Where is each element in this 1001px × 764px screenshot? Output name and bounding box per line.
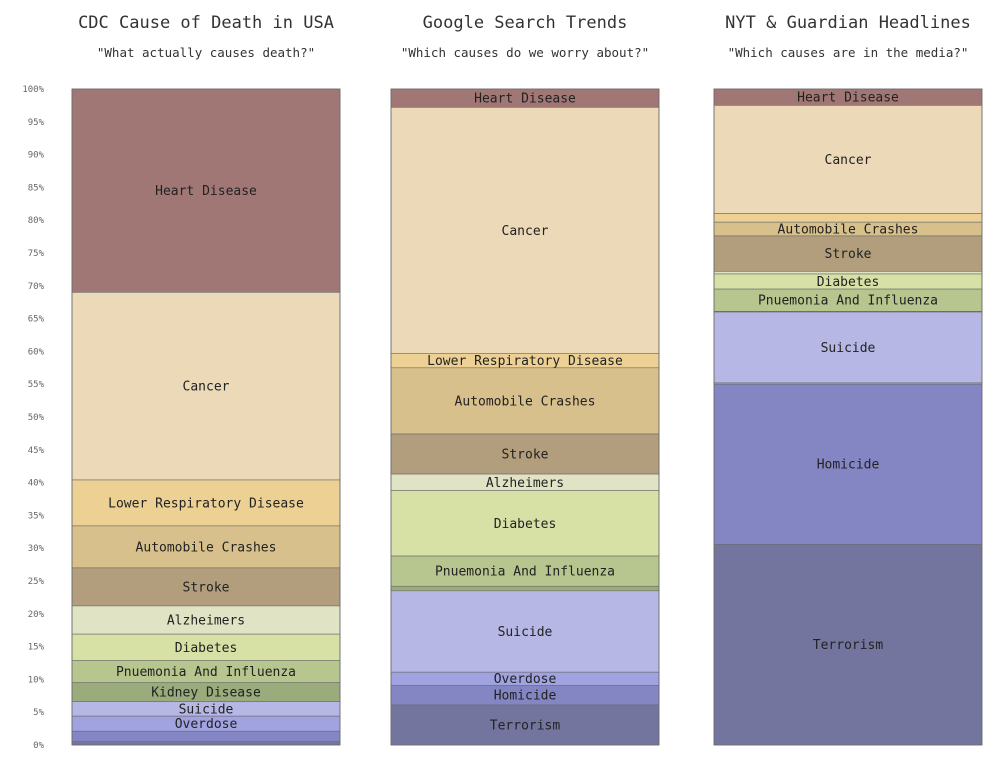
bar-segment-cancer [390,107,660,354]
y-tick-label: 65% [28,315,45,325]
segment-label: Suicide [179,702,234,717]
segment-label: Heart Disease [474,92,576,107]
segment-label: Homicide [817,458,880,473]
panel-title: Google Search Trends [423,13,628,33]
segment-label: Heart Disease [797,91,899,106]
y-tick-label: 20% [28,610,45,620]
bar-segment-lower-respiratory-disease [71,479,341,527]
segment-label: Stroke [183,580,230,595]
y-tick-label: 25% [28,577,45,587]
bar-segment-diabetes [390,490,660,557]
bar-segment-alzheimers [71,605,341,635]
bar-segment-suicide [390,590,660,673]
segment-label: Pnuemonia And Influenza [758,294,938,309]
y-tick-label: 95% [28,118,45,128]
segment-label: Overdose [494,672,557,687]
segment-label: Overdose [175,717,238,732]
y-tick-label: 5% [33,708,44,718]
bar-segment-cancer [71,292,341,481]
segment-label: Automobile Crashes [136,540,277,555]
segment-label: Pnuemonia And Influenza [116,665,296,680]
segment-label: Stroke [825,247,872,262]
y-tick-label: 15% [28,643,45,653]
segment-label: Diabetes [817,275,880,290]
segment-label: Kidney Disease [151,686,261,701]
y-tick-label: 40% [28,479,45,489]
segment-label: Heart Disease [155,184,257,199]
bar-segment-terrorism [71,741,341,746]
bar-segment-cancer [713,105,983,214]
y-tick-label: 70% [28,282,45,292]
segment-label: Alzheimers [167,614,245,629]
y-tick-label: 85% [28,183,45,193]
bar-segment-alzheimers [713,271,983,275]
segment-label: Cancer [502,224,549,239]
segment-label: Cancer [825,153,872,168]
bar-outline [713,88,983,746]
segment-label: Automobile Crashes [778,223,919,238]
y-tick-label: 80% [28,216,45,226]
segment-label: Stroke [502,448,549,463]
bar-segment-terrorism [713,543,983,746]
y-tick-label: 75% [28,249,45,259]
bar-segment-terrorism [390,704,660,746]
bar-segment-lower-respiratory-disease [713,213,983,223]
y-tick-label: 50% [28,413,45,423]
bar-segment-stroke [713,235,983,272]
segment-label: Automobile Crashes [455,394,596,409]
segment-label: Lower Respiratory Disease [427,354,623,369]
panel-title: NYT & Guardian Headlines [725,13,971,33]
bar-segment-suicide [713,311,983,384]
segment-label: Pnuemonia And Influenza [435,565,615,580]
segment-label: Diabetes [175,641,238,656]
panel-subtitle: "What actually causes death?" [97,45,315,60]
panel-subtitle: "Which causes are in the media?" [728,45,969,60]
y-tick-label: 90% [28,151,45,161]
segment-label: Terrorism [490,718,561,733]
y-tick-label: 60% [28,347,45,357]
bar-segment-pnuemonia-and-influenza [390,555,660,587]
y-tick-label: 45% [28,446,45,456]
bar-segment-automobile-crashes [390,367,660,435]
segment-label: Cancer [183,380,230,395]
segment-label: Diabetes [494,517,557,532]
segment-label: Alzheimers [486,476,564,491]
y-tick-label: 55% [28,380,45,390]
segment-label: Suicide [821,341,876,356]
panel-subtitle: "Which causes do we worry about?" [401,45,649,60]
bar-segment-automobile-crashes [71,525,341,569]
segment-label: Homicide [494,689,557,704]
panel-title: CDC Cause of Death in USA [78,13,334,33]
bar-segment-stroke [390,433,660,475]
segment-label: Lower Respiratory Disease [108,496,304,511]
bar-outline [71,88,341,746]
y-tick-label: 0% [33,741,44,751]
segment-label: Terrorism [813,638,884,653]
bar-segment-heart-disease [71,88,341,293]
bar-segment-stroke [71,567,341,607]
y-tick-label: 10% [28,675,45,685]
y-tick-label: 30% [28,544,45,554]
bar-segment-homicide [71,730,341,743]
bar-outline [390,88,660,746]
bar-segment-homicide [713,383,983,545]
y-tick-label: 100% [22,85,44,95]
segment-label: Suicide [498,625,553,640]
bar-segment-kidney-disease [390,585,660,592]
y-tick-label: 35% [28,511,45,521]
